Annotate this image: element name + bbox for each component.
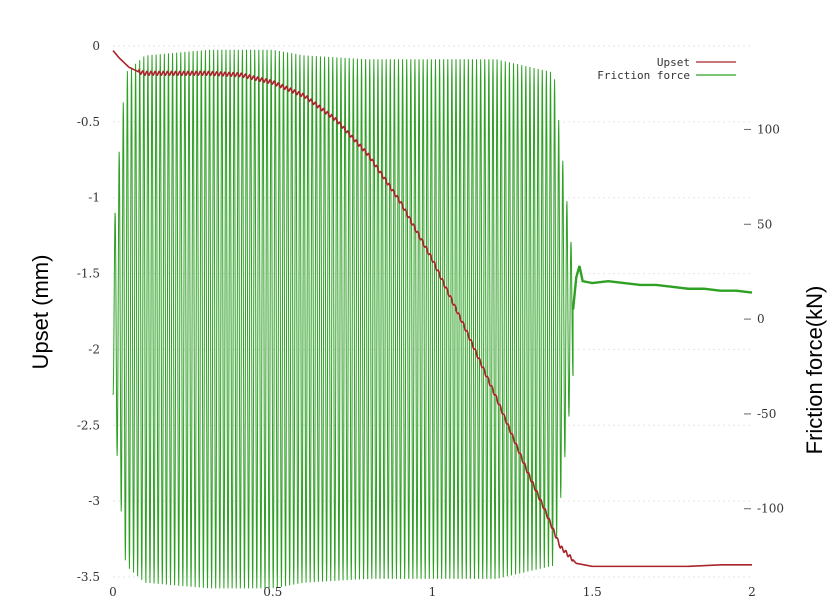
y-tick-label: -0.5 xyxy=(77,115,100,129)
upset-series xyxy=(112,50,752,568)
y-axis-ticks: 0 -0.5 -1 -1.5 -2 -2.5 -3 -3.5 xyxy=(77,39,100,584)
x-axis-ticks: 0 0.5 1 1.5 2 xyxy=(109,585,756,599)
x-tick-label: 0 xyxy=(109,585,117,599)
x-tick-label: 0.5 xyxy=(263,585,282,599)
y-tick-label: -3.5 xyxy=(77,570,100,584)
y2-tick-label: 100 xyxy=(757,122,780,136)
y-tick-label: -1 xyxy=(88,191,100,205)
friction-force-tail xyxy=(571,265,753,310)
legend-label-upset: Upset xyxy=(657,56,690,69)
y2-tick-label: -100 xyxy=(757,502,784,516)
y2-tick-label: 50 xyxy=(757,217,772,231)
friction-force-line xyxy=(112,49,753,589)
y-axis-title: Upset (mm) xyxy=(28,255,53,370)
friction-series xyxy=(112,49,753,589)
x-tick-label: 2 xyxy=(748,585,756,599)
y-tick-label: -3 xyxy=(88,494,100,508)
x-tick-label: 1.5 xyxy=(583,585,602,599)
y2-tick-label: 0 xyxy=(757,312,765,326)
y-tick-label: -2.5 xyxy=(77,418,100,432)
legend-label-friction: Friction force xyxy=(597,69,690,82)
x-tick-label: 1 xyxy=(429,585,437,599)
y-tick-label: -1.5 xyxy=(77,267,100,281)
y-tick-label: 0 xyxy=(92,39,100,53)
upset-line xyxy=(112,50,752,568)
y2-axis-title: Friction force(kN) xyxy=(802,286,827,455)
legend: Upset Friction force xyxy=(597,56,736,82)
y2-tick-label: -50 xyxy=(757,407,776,421)
y2-axis-ticks: 100 50 0 -50 -100 xyxy=(744,122,784,516)
y-tick-label: -2 xyxy=(88,342,100,356)
